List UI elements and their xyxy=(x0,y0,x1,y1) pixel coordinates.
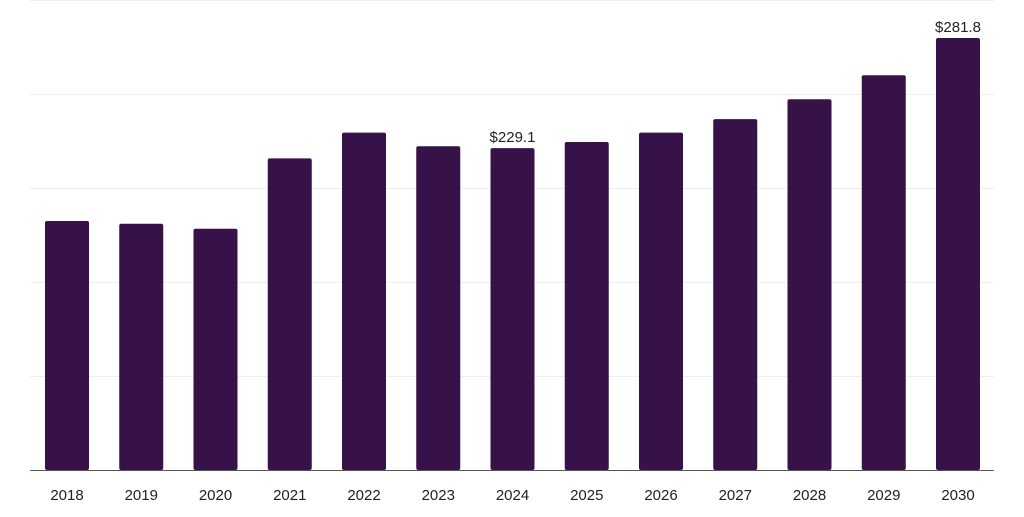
data-label: $281.8 xyxy=(935,19,981,36)
data-label: $229.1 xyxy=(490,129,536,146)
x-tick-label: 2019 xyxy=(125,487,158,504)
x-tick-label: 2026 xyxy=(644,487,677,504)
bars xyxy=(45,38,980,471)
x-tick-label: 2025 xyxy=(570,487,603,504)
bar-2023 xyxy=(416,146,461,470)
bar-2022 xyxy=(342,132,386,470)
bar-2024 xyxy=(490,148,535,470)
x-tick-label: 2020 xyxy=(199,487,232,504)
bar-2018 xyxy=(45,221,89,470)
bar-2028 xyxy=(787,99,832,470)
x-tick-labels: 2018 2019 2020 2021 2022 2023 2024 2025 2026 2027… xyxy=(50,487,974,504)
data-labels: $229.1 $281.8 xyxy=(490,19,981,146)
x-tick-label: 2023 xyxy=(422,487,455,504)
bar-2025 xyxy=(564,142,609,471)
x-tick-label: 2029 xyxy=(867,487,900,504)
x-tick-label: 2030 xyxy=(941,487,974,504)
bar-2021 xyxy=(267,158,312,470)
bar-2029 xyxy=(861,75,906,470)
x-tick-label: 2028 xyxy=(793,487,826,504)
x-tick-label: 2024 xyxy=(496,487,529,504)
bar-2020 xyxy=(193,228,238,470)
bar-2026 xyxy=(639,132,683,470)
bar-2019 xyxy=(119,223,164,470)
x-tick-label: 2027 xyxy=(719,487,752,504)
x-tick-label: 2021 xyxy=(273,487,306,504)
x-tick-label: 2022 xyxy=(347,487,380,504)
x-tick-label: 2018 xyxy=(50,487,83,504)
bar-2030 xyxy=(936,38,980,471)
bar-2027 xyxy=(713,119,758,470)
